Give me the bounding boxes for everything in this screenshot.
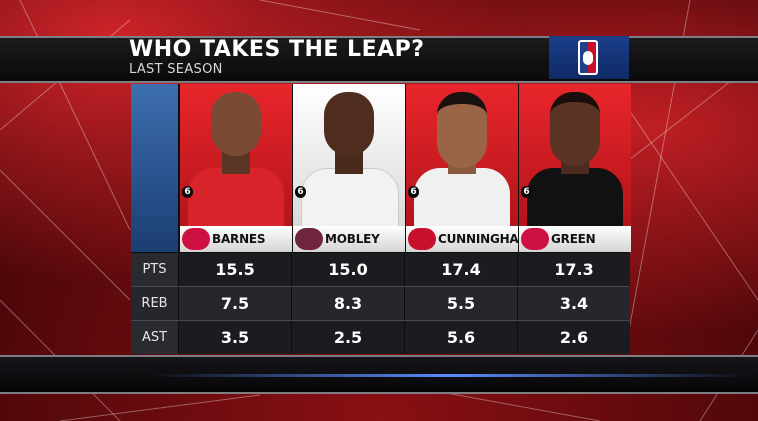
cavaliers-logo-icon (295, 228, 323, 250)
jersey (301, 168, 399, 230)
player-name: MOBLEY (325, 232, 380, 246)
nameplate: GREEN (519, 226, 631, 252)
stat-label-ast: AST (131, 321, 178, 354)
page-subtitle: LAST SEASON (129, 62, 223, 77)
player-card-mobley: 6 MOBLEY (292, 84, 405, 252)
stat-cell: 7.5 (179, 287, 291, 320)
nba-logo-icon (549, 36, 629, 79)
jersey (188, 168, 284, 228)
stat-cell: 17.3 (518, 253, 630, 286)
stat-cell: 15.5 (179, 253, 291, 286)
stat-cell: 5.5 (405, 287, 517, 320)
header-bar (0, 36, 758, 83)
player-head (550, 92, 600, 166)
raptors-logo-icon (182, 228, 210, 250)
footer-glow (150, 374, 750, 377)
jersey-number-badge: 6 (521, 186, 532, 198)
player-photo: 6 (519, 84, 631, 228)
pistons-logo-icon (408, 228, 436, 250)
player-head (437, 92, 487, 168)
player-head (211, 92, 261, 156)
nba-logo-mark (578, 40, 598, 75)
row-divider (131, 320, 629, 321)
player-head (324, 92, 374, 156)
nameplate: MOBLEY (293, 226, 405, 252)
jersey-number-badge: 6 (408, 186, 419, 198)
stat-cell: 5.6 (405, 321, 517, 354)
nameplate: BARNES (180, 226, 292, 252)
stat-label-reb: REB (131, 287, 178, 320)
player-card-green: 6 GREEN (518, 84, 631, 252)
jersey-number-badge: 6 (182, 186, 193, 198)
player-card-barnes: 6 BARNES (179, 84, 292, 252)
player-photo: 6 (406, 84, 518, 228)
jersey-number-badge: 6 (295, 186, 306, 198)
stat-cell: 15.0 (292, 253, 404, 286)
rockets-logo-icon (521, 228, 549, 250)
page-title: WHO TAKES THE LEAP? (129, 37, 425, 62)
player-photo: 6 (293, 84, 405, 230)
player-photo: 6 (180, 84, 292, 228)
stat-cell: 2.6 (518, 321, 630, 354)
nameplate: CUNNINGHAM (406, 226, 518, 252)
row-divider (131, 286, 629, 287)
player-name: BARNES (212, 232, 266, 246)
player-name: CUNNINGHAM (438, 232, 518, 246)
jersey (527, 168, 623, 228)
stat-cell: 17.4 (405, 253, 517, 286)
player-card-cunningham: 6 CUNNINGHAM (405, 84, 518, 252)
stat-label-pts: PTS (131, 253, 178, 286)
stat-cell: 3.4 (518, 287, 630, 320)
stat-cell: 8.3 (292, 287, 404, 320)
player-name: GREEN (551, 232, 596, 246)
panel-stripe (131, 84, 178, 252)
stat-cell: 3.5 (179, 321, 291, 354)
jersey (414, 168, 510, 228)
stat-cell: 2.5 (292, 321, 404, 354)
